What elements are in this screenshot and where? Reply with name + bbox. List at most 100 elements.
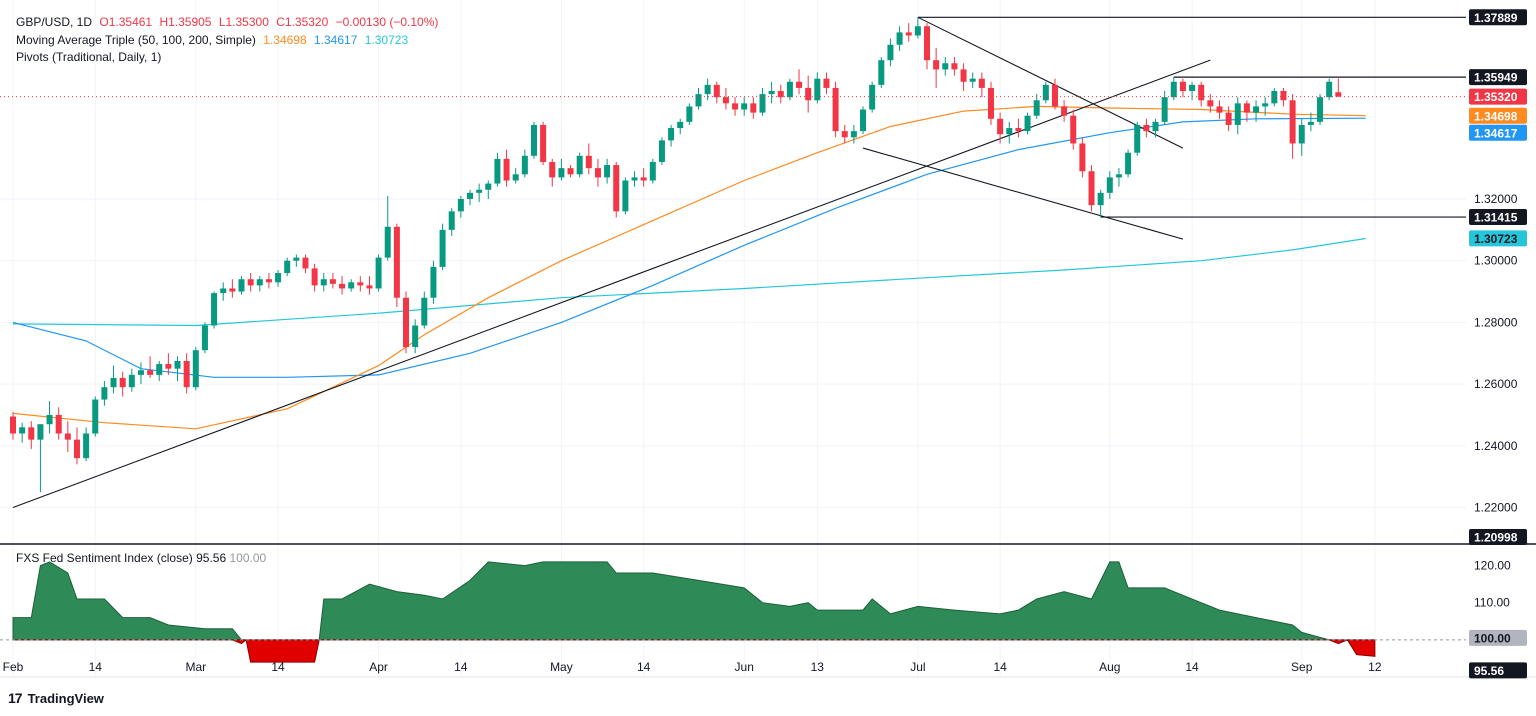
candle-body [1271, 91, 1278, 104]
candle-body [110, 377, 117, 388]
candle-body [613, 165, 620, 212]
sentiment-title: FXS Fed Sentiment Index (close) [16, 551, 193, 565]
tradingview-logo[interactable]: 17 TradingView [8, 690, 104, 706]
candle-body [604, 165, 611, 178]
trendline [917, 16, 1184, 149]
price-label: 1.31415 [1474, 211, 1518, 225]
time-tick-label: 13 [811, 660, 825, 674]
candle-body [320, 279, 327, 286]
ohlc-legend: GBP/USD, 1D O1.35461 H1.35905 L1.35300 C… [16, 14, 442, 30]
candle-body [997, 118, 1004, 135]
candle-body [558, 168, 565, 178]
price-label: 1.20998 [1474, 531, 1518, 545]
price-label-bg [1469, 69, 1527, 86]
time-tick-label: Aug [1099, 660, 1120, 674]
candle-body [823, 78, 830, 88]
price-tick-label: 1.28000 [1474, 315, 1518, 329]
candle-body [1015, 128, 1022, 132]
candle-body [1033, 100, 1040, 116]
time-tick-label: Jun [735, 660, 754, 674]
time-tick-label: 14 [271, 660, 285, 674]
candle-body [357, 282, 364, 286]
candle-body [1024, 115, 1031, 132]
candle-body [978, 78, 985, 88]
ma50-value: 1.34698 [263, 33, 307, 47]
candle-body [83, 433, 90, 459]
candle-body [119, 377, 126, 388]
candle-body [933, 60, 940, 70]
candle-body [896, 32, 903, 45]
price-label: 1.34698 [1474, 109, 1518, 123]
time-tick-label: Apr [369, 660, 388, 674]
candle-body [1161, 97, 1168, 122]
candle-body [1298, 124, 1305, 144]
candle-body [64, 433, 71, 440]
candle-body [914, 26, 921, 36]
candle-body [1326, 81, 1333, 98]
candle-body [348, 282, 355, 289]
candle-body [549, 161, 556, 178]
candle-body [1006, 128, 1013, 135]
candle-body [1289, 100, 1296, 144]
candle-body [530, 124, 537, 156]
time-tick-label: 14 [637, 660, 651, 674]
candle-body [951, 63, 958, 70]
candle-body [1106, 177, 1113, 193]
candle-body [521, 155, 528, 175]
time-tick-label: 14 [89, 660, 103, 674]
candle-body [92, 399, 99, 434]
time-tick-label: 14 [454, 660, 468, 674]
candle-body [658, 140, 665, 162]
time-tick-label: Feb [3, 660, 24, 674]
candle-body [942, 63, 949, 70]
candle-body [1134, 124, 1141, 153]
candle-body [924, 26, 930, 61]
candle-body [649, 161, 656, 181]
candle-body [1317, 97, 1324, 122]
time-tick-label: Sep [1291, 660, 1313, 674]
candle-body [759, 94, 766, 113]
symbol-label: GBP/USD, 1D [16, 15, 93, 29]
candle-body [457, 198, 464, 212]
candle-body [1179, 81, 1186, 92]
brand-text: TradingView [27, 690, 104, 706]
candle-body [540, 124, 547, 162]
candle-body [293, 257, 300, 261]
candle-body [73, 439, 80, 459]
candle-body [887, 44, 894, 61]
candle-body [1262, 103, 1269, 107]
price-tick-label: 1.22000 [1474, 501, 1518, 515]
price-label-bg [1469, 124, 1527, 141]
candle-body [183, 360, 190, 388]
candle-body [192, 350, 199, 388]
sentiment-baseline: 100.00 [229, 551, 267, 565]
candle-body [384, 226, 391, 258]
candle-body [485, 183, 492, 190]
ma200-value: 1.30723 [364, 33, 409, 47]
candle-body [695, 94, 702, 107]
candle-body [1207, 100, 1214, 107]
candle-body [1307, 121, 1314, 125]
candle-body [668, 128, 675, 141]
candle-body [777, 91, 784, 98]
price-label-bg [1469, 209, 1527, 226]
candle-body [585, 155, 592, 169]
candle-body [622, 180, 629, 212]
pivots-title: Pivots (Traditional, Daily, 1) [16, 50, 162, 64]
candle-body [19, 427, 26, 434]
price-tick-label: 1.26000 [1474, 377, 1518, 391]
candle-body [1070, 115, 1077, 144]
open-value: O1.35461 [99, 15, 153, 29]
candle-body [275, 273, 282, 283]
price-label: 1.37889 [1474, 11, 1518, 25]
candle-body [476, 189, 483, 193]
candle-body [284, 260, 291, 274]
candle-body [1079, 143, 1086, 172]
price-label-bg [1469, 529, 1527, 545]
candle-body [302, 257, 309, 269]
candle-body [814, 78, 821, 101]
high-value: H1.35905 [159, 15, 212, 29]
tradingview-icon: 17 [8, 690, 23, 706]
price-label-bg [1469, 9, 1527, 26]
